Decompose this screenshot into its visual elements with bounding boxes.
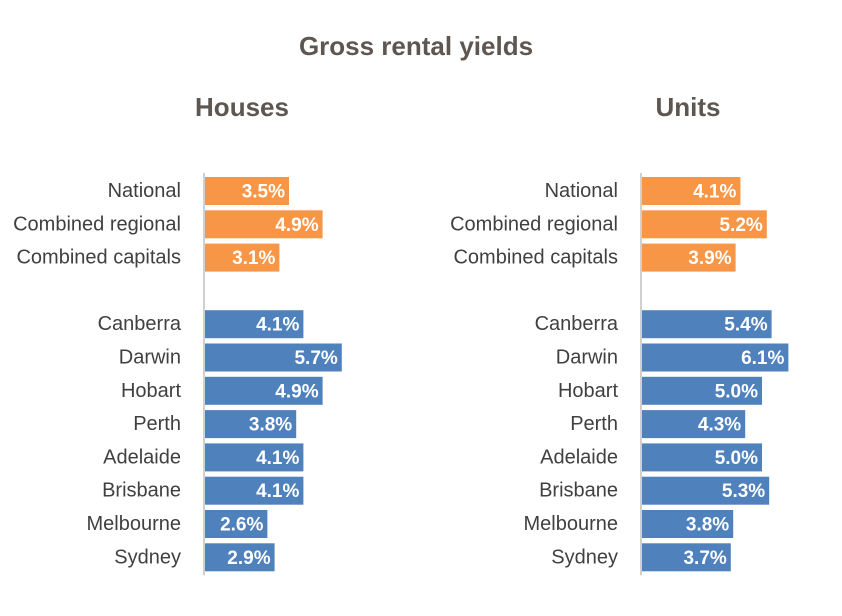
bar (642, 543, 731, 572)
category-label: Adelaide (103, 446, 181, 468)
category-label: Brisbane (539, 480, 618, 502)
category-label: Brisbane (102, 480, 181, 502)
value-label: 3.8% (249, 415, 292, 436)
bar (642, 210, 767, 239)
bar (642, 243, 736, 272)
bar (205, 177, 289, 205)
value-label: 4.9% (275, 215, 318, 236)
category-label: Darwin (119, 347, 181, 369)
value-label: 4.1% (256, 315, 299, 336)
bar (205, 310, 304, 339)
category-label: Melbourne (523, 513, 618, 535)
value-label: 5.0% (715, 381, 758, 402)
value-label: 6.1% (741, 348, 784, 369)
value-label: 5.0% (715, 448, 758, 469)
category-label: Hobart (121, 380, 181, 402)
value-label: 3.1% (232, 248, 275, 269)
bar (205, 343, 342, 372)
category-label: Adelaide (540, 446, 618, 468)
panel-title: Houses (195, 92, 289, 122)
bar (205, 510, 268, 538)
category-label: Canberra (98, 313, 182, 335)
category-label: Combined regional (450, 213, 618, 235)
category-label: National (545, 180, 618, 202)
value-label: 5.2% (719, 215, 762, 236)
value-label: 4.1% (256, 448, 299, 469)
value-label: 3.9% (688, 248, 731, 269)
value-label: 2.9% (227, 548, 270, 569)
value-label: 3.7% (683, 548, 726, 569)
category-label: Perth (570, 413, 618, 435)
value-label: 5.7% (294, 348, 337, 369)
bar (642, 476, 770, 505)
category-label: Sydney (551, 546, 618, 568)
bar (642, 443, 762, 472)
bar (642, 343, 789, 372)
value-label: 5.3% (722, 481, 765, 502)
bar (205, 376, 323, 405)
category-label: Hobart (558, 380, 618, 402)
bar (205, 476, 304, 505)
bar (642, 410, 746, 439)
value-label: 5.4% (724, 315, 767, 336)
bar (642, 510, 734, 538)
bar (642, 376, 762, 405)
value-label: 4.3% (698, 415, 741, 436)
chart-title: Gross rental yields (299, 31, 533, 61)
category-label: Melbourne (86, 513, 181, 535)
value-label: 3.5% (242, 182, 285, 203)
category-label: National (108, 180, 181, 202)
value-label: 4.1% (693, 182, 736, 203)
value-label: 2.6% (220, 515, 263, 536)
panel-title: Units (656, 92, 721, 122)
value-label: 3.8% (686, 515, 729, 536)
category-label: Darwin (556, 347, 618, 369)
bar (205, 210, 323, 239)
bar (205, 443, 304, 472)
bar (205, 243, 280, 272)
category-label: Perth (133, 413, 181, 435)
value-label: 4.1% (256, 481, 299, 502)
value-label: 4.9% (275, 381, 318, 402)
bar (205, 543, 275, 572)
category-label: Combined capitals (16, 247, 181, 269)
category-label: Combined regional (13, 213, 181, 235)
category-label: Combined capitals (453, 247, 618, 269)
bar (642, 177, 741, 205)
category-label: Canberra (535, 313, 619, 335)
bar (642, 310, 772, 339)
category-label: Sydney (114, 546, 181, 568)
bar (205, 410, 297, 439)
